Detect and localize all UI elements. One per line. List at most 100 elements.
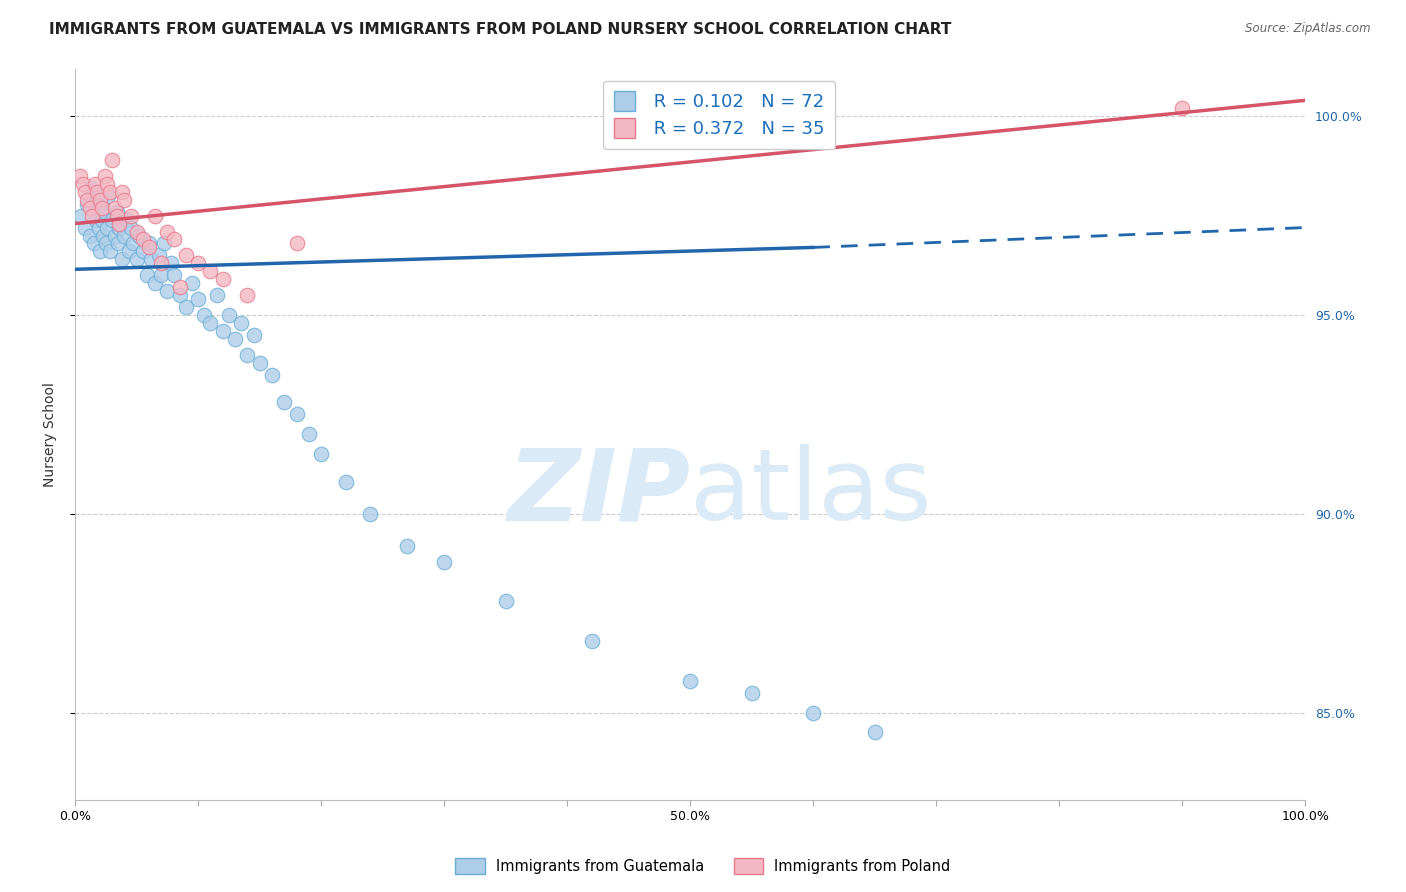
Point — [741, 686, 763, 700]
Point — [103, 228, 125, 243]
Point — [249, 356, 271, 370]
Point — [242, 327, 264, 342]
Point — [111, 252, 134, 267]
Point — [80, 181, 103, 195]
Point — [205, 288, 228, 302]
Point — [83, 177, 105, 191]
Point — [236, 288, 259, 302]
Text: IMMIGRANTS FROM GUATEMALA VS IMMIGRANTS FROM POLAND NURSERY SCHOOL CORRELATION C: IMMIGRANTS FROM GUATEMALA VS IMMIGRANTS … — [49, 22, 952, 37]
Point — [200, 316, 222, 330]
Point — [298, 427, 321, 442]
Point — [169, 280, 191, 294]
Point — [125, 252, 148, 267]
Point — [187, 292, 209, 306]
Point — [87, 220, 110, 235]
Point — [359, 507, 381, 521]
Point — [273, 395, 295, 409]
Point — [120, 220, 142, 235]
Point — [162, 268, 184, 283]
Legend: Immigrants from Guatemala, Immigrants from Poland: Immigrants from Guatemala, Immigrants fr… — [450, 852, 956, 880]
Point — [72, 177, 94, 191]
Point — [122, 236, 145, 251]
Point — [396, 539, 419, 553]
Point — [91, 212, 114, 227]
Point — [260, 368, 283, 382]
Point — [96, 177, 118, 191]
Point — [98, 244, 121, 259]
Point — [93, 228, 115, 243]
Point — [96, 220, 118, 235]
Point — [309, 447, 332, 461]
Point — [138, 236, 160, 251]
Point — [231, 316, 253, 330]
Point — [93, 204, 115, 219]
Point — [169, 288, 191, 302]
Point — [107, 236, 129, 251]
Point — [156, 225, 179, 239]
Point — [132, 244, 155, 259]
Point — [138, 240, 160, 254]
Point — [94, 236, 117, 251]
Point — [679, 673, 702, 688]
Point — [160, 256, 183, 270]
Point — [141, 252, 163, 267]
Point — [162, 232, 184, 246]
Point — [69, 169, 91, 183]
Point — [82, 209, 104, 223]
Point — [150, 268, 173, 283]
Point — [89, 193, 111, 207]
Point — [79, 201, 101, 215]
Point — [83, 204, 105, 219]
Point — [103, 201, 125, 215]
Point — [174, 300, 197, 314]
Point — [801, 706, 824, 720]
Point — [120, 209, 142, 223]
Point — [193, 308, 215, 322]
Point — [152, 236, 174, 251]
Point — [174, 248, 197, 262]
Point — [93, 169, 115, 183]
Point — [181, 277, 204, 291]
Point — [211, 324, 233, 338]
Point — [156, 284, 179, 298]
Point — [495, 594, 517, 608]
Point — [73, 220, 96, 235]
Point — [863, 725, 886, 739]
Point — [224, 332, 246, 346]
Point — [335, 475, 357, 489]
Point — [143, 209, 166, 223]
Point — [84, 212, 107, 227]
Point — [143, 277, 166, 291]
Text: atlas: atlas — [690, 444, 932, 541]
Legend:  R = 0.102   N = 72,  R = 0.372   N = 35: R = 0.102 N = 72, R = 0.372 N = 35 — [603, 81, 835, 149]
Point — [89, 244, 111, 259]
Point — [150, 256, 173, 270]
Point — [73, 185, 96, 199]
Point — [76, 196, 98, 211]
Point — [581, 634, 603, 648]
Point — [70, 209, 93, 223]
Point — [433, 555, 456, 569]
Point — [125, 225, 148, 239]
Point — [118, 244, 141, 259]
Point — [115, 212, 138, 227]
Point — [101, 153, 124, 167]
Point — [1171, 101, 1194, 115]
Point — [218, 308, 240, 322]
Point — [111, 185, 134, 199]
Point — [187, 256, 209, 270]
Text: ZIP: ZIP — [508, 444, 690, 541]
Point — [101, 212, 124, 227]
Point — [97, 188, 120, 202]
Point — [105, 204, 128, 219]
Y-axis label: Nursery School: Nursery School — [44, 382, 58, 487]
Point — [79, 228, 101, 243]
Point — [105, 209, 128, 223]
Point — [211, 272, 233, 286]
Point — [83, 236, 105, 251]
Point — [112, 228, 135, 243]
Point — [148, 248, 170, 262]
Point — [135, 268, 157, 283]
Point — [200, 264, 222, 278]
Point — [108, 220, 131, 235]
